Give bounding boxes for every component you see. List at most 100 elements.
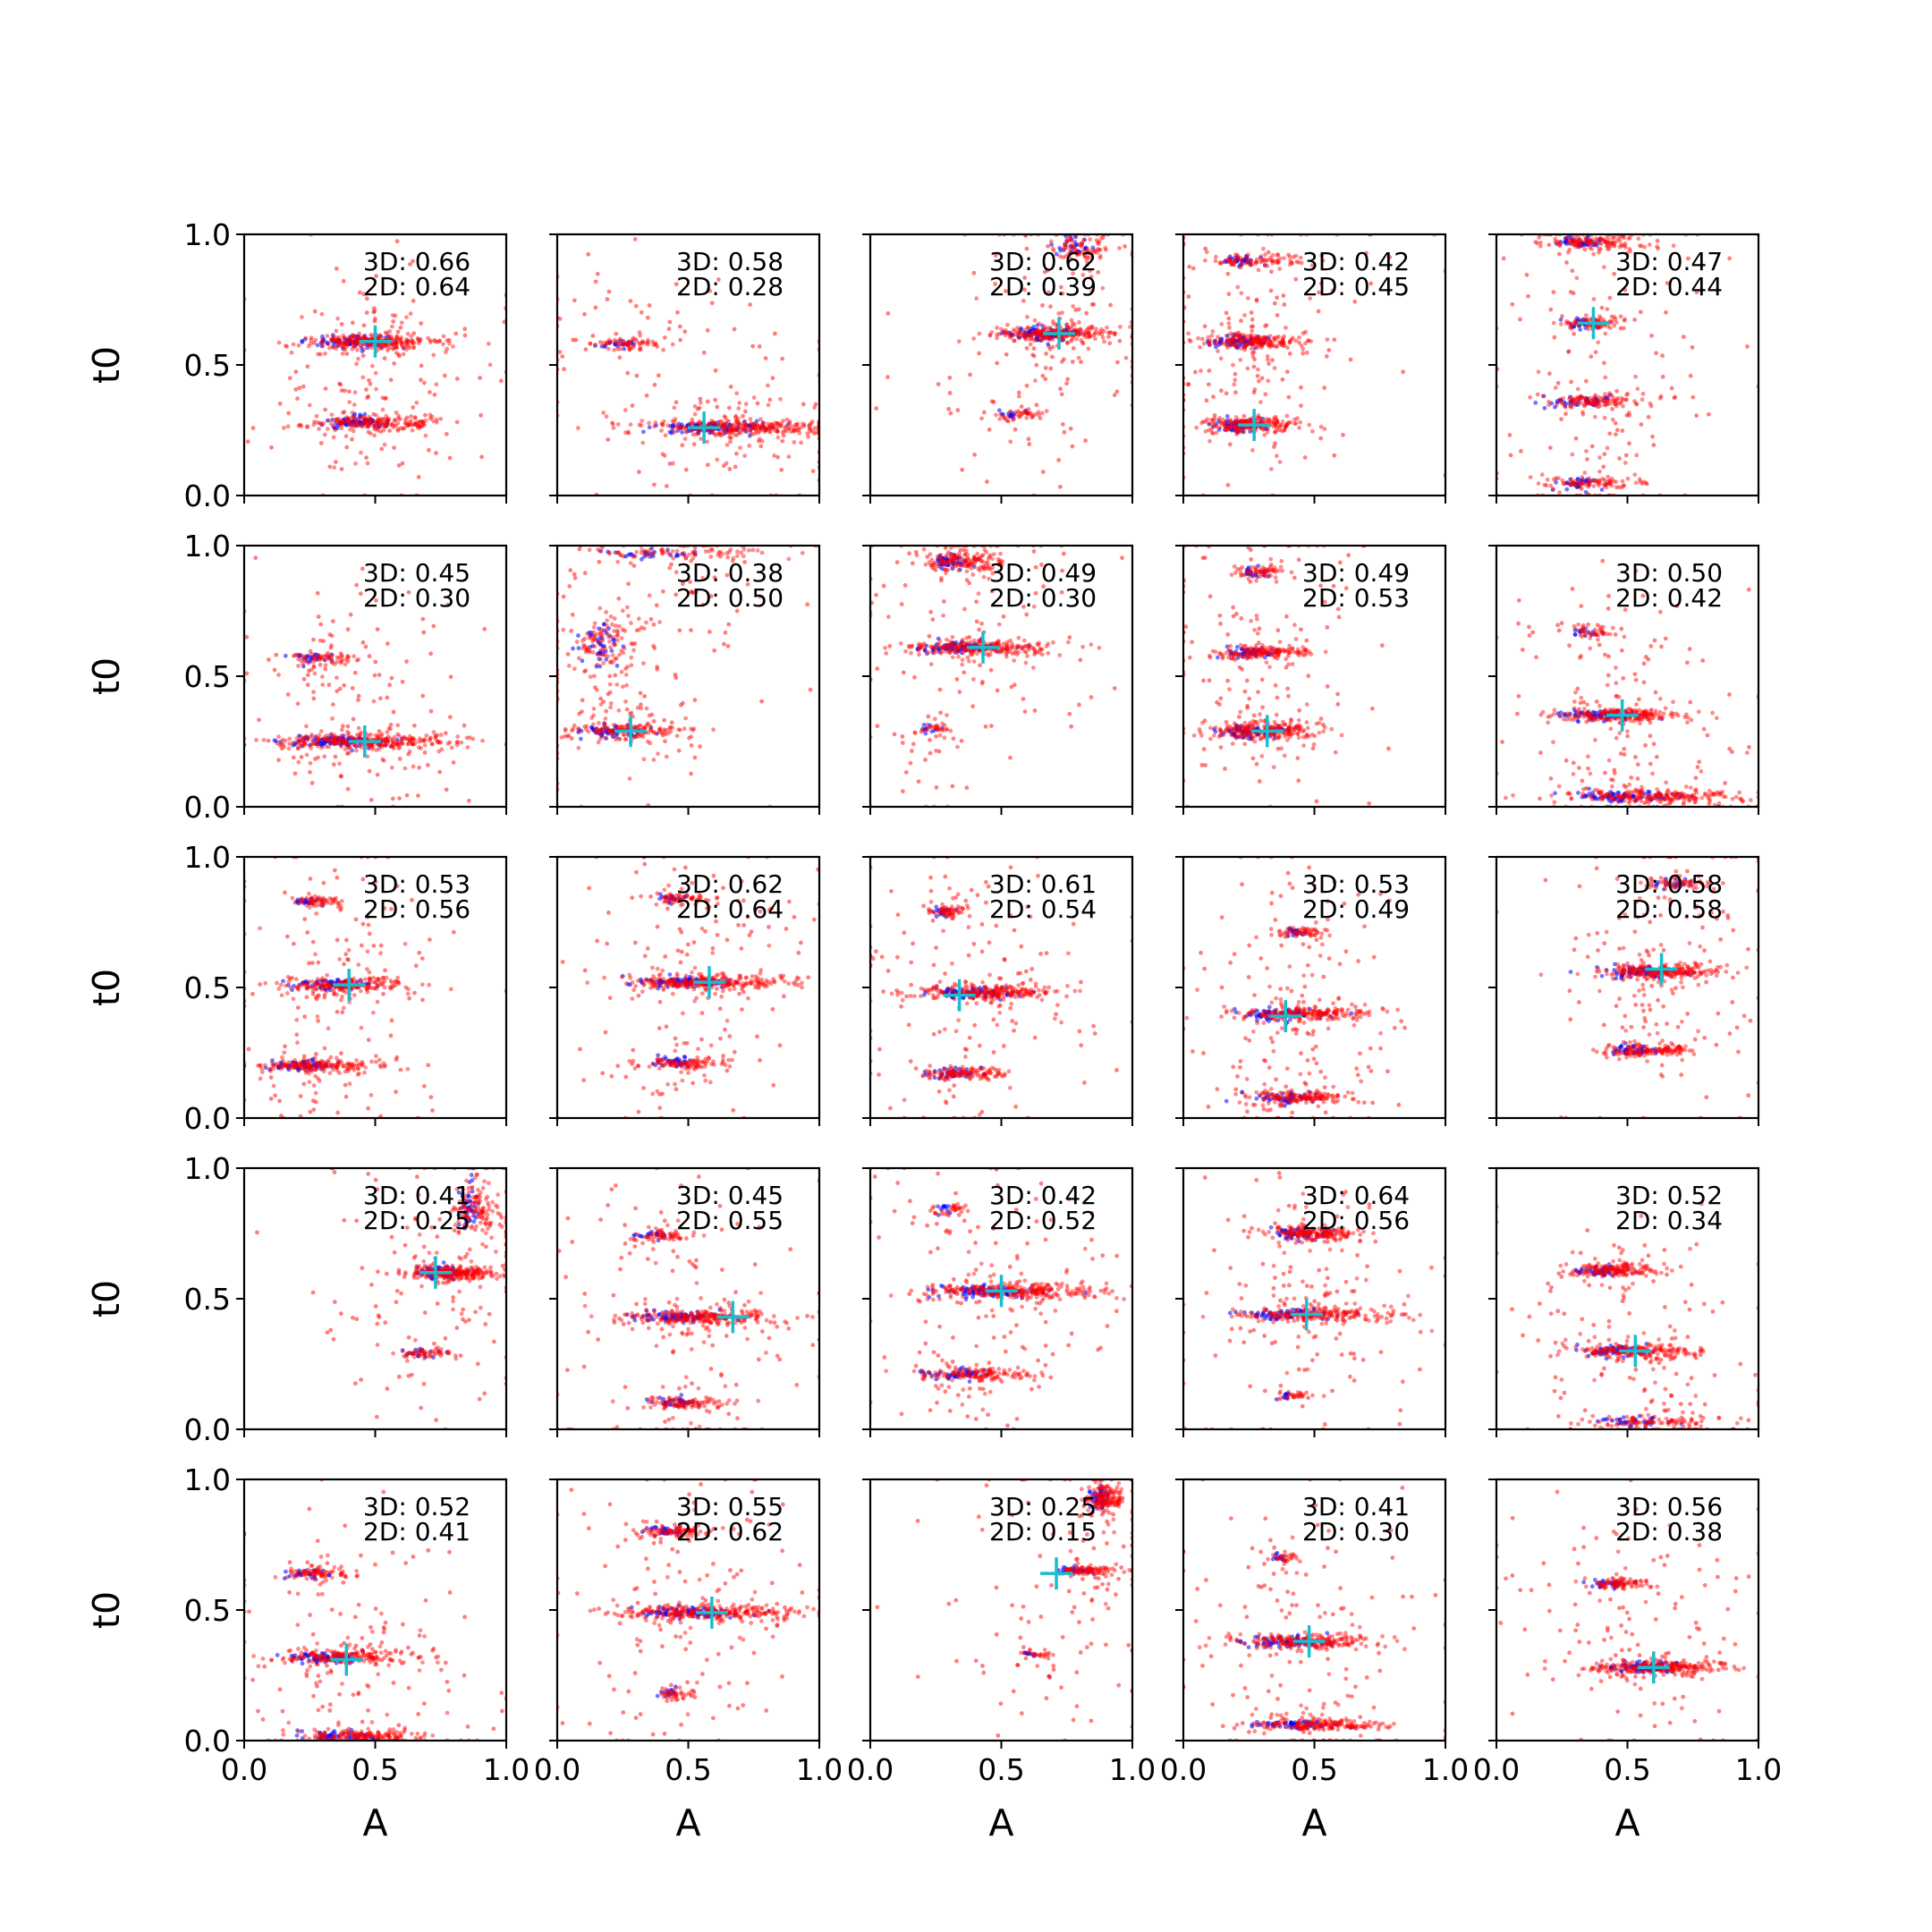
- sample-point-red: [623, 673, 629, 677]
- sample-point-red: [1282, 334, 1286, 339]
- sample-point-red: [302, 741, 308, 747]
- sample-point-red: [344, 340, 350, 344]
- sample-point-red: [304, 654, 309, 659]
- sample-point-red: [1058, 386, 1063, 392]
- sample-point-red: [752, 424, 758, 428]
- sample-point-red: [397, 744, 402, 750]
- sample-point-red: [1621, 403, 1625, 409]
- sample-point-red: [1038, 332, 1042, 337]
- sample-point-red: [1083, 438, 1088, 444]
- sample-point-red: [1608, 398, 1613, 403]
- sample-point-red: [292, 771, 298, 776]
- sample-point-red: [603, 716, 608, 721]
- sample-point-red: [1601, 395, 1606, 400]
- sample-point-red: [734, 554, 740, 558]
- sample-point-blue: [344, 742, 349, 748]
- sample-point-blue: [571, 646, 575, 651]
- sample-point-red: [1292, 417, 1297, 422]
- sample-point-red: [1575, 396, 1580, 402]
- sample-point-red: [1745, 344, 1750, 349]
- sample-point-red: [639, 423, 644, 428]
- sample-point-red: [1194, 425, 1199, 430]
- sample-point-red: [1234, 429, 1240, 435]
- sample-point-red: [637, 723, 642, 728]
- sample-point-red: [1603, 392, 1607, 396]
- sample-point-red: [376, 419, 381, 424]
- sample-point-red: [997, 417, 1003, 421]
- sample-point-red: [470, 736, 476, 741]
- sample-point-red: [344, 419, 350, 424]
- sample-point-blue: [353, 744, 358, 749]
- sample-point-red: [1258, 342, 1264, 347]
- sample-point-red: [1586, 242, 1590, 247]
- sample-point-red: [1038, 328, 1043, 334]
- sample-point-red: [646, 342, 650, 347]
- sample-point-red: [407, 749, 412, 754]
- sample-point-red: [1623, 397, 1629, 402]
- sample-point-red: [402, 734, 407, 740]
- sample-point-red: [400, 679, 405, 684]
- sample-point-red: [326, 418, 331, 423]
- sample-point-red: [1221, 421, 1226, 427]
- sample-point-red: [583, 649, 589, 655]
- sample-point-red: [814, 430, 818, 435]
- sample-point-red: [1671, 243, 1676, 249]
- sample-point-blue: [1580, 243, 1584, 248]
- sample-point-red: [714, 433, 718, 438]
- sample-point-red: [648, 616, 654, 622]
- sample-point-red: [356, 725, 361, 731]
- sample-point-red: [1604, 243, 1609, 249]
- sample-point-red: [353, 339, 359, 343]
- sample-point-red: [1625, 391, 1631, 396]
- sample-point-red: [680, 581, 685, 587]
- sample-point-red: [1022, 709, 1028, 715]
- sample-point-red: [1639, 243, 1644, 249]
- sample-point-red: [1299, 385, 1303, 390]
- sample-point-blue: [576, 646, 581, 651]
- sample-point-red: [1060, 568, 1064, 573]
- score-2d: 2D: 0.64: [363, 272, 470, 301]
- sample-point-red: [1117, 246, 1122, 250]
- sample-point-red: [1289, 337, 1294, 343]
- sample-point-blue: [1571, 401, 1576, 406]
- sample-point-red: [311, 657, 316, 661]
- sample-point-red: [1547, 445, 1553, 451]
- sample-point-red: [582, 669, 587, 674]
- sample-point-blue: [283, 653, 288, 658]
- sample-point-red: [337, 741, 343, 746]
- sample-point-red: [650, 552, 656, 556]
- sample-point-red: [1039, 562, 1044, 567]
- sample-point-red: [436, 739, 441, 744]
- sample-point-red: [312, 309, 318, 314]
- sample-point-red: [345, 341, 351, 346]
- sample-point-red: [1686, 256, 1690, 261]
- sample-point-red: [339, 653, 344, 658]
- sample-point-red: [1633, 374, 1638, 379]
- sample-point-red: [369, 732, 373, 737]
- sample-point-red: [689, 628, 693, 633]
- sample-point-red: [1080, 241, 1084, 245]
- sample-point-red: [643, 724, 648, 729]
- sample-point-red: [613, 657, 617, 662]
- sample-point-red: [337, 381, 342, 386]
- sample-point-red: [1567, 325, 1572, 330]
- sample-point-red: [1262, 335, 1267, 340]
- sample-point-red: [691, 727, 696, 733]
- sample-point-red: [434, 451, 438, 455]
- sample-point-red: [419, 424, 423, 428]
- sample-point-red: [1541, 394, 1546, 399]
- sample-point-red: [604, 708, 609, 714]
- sample-point-red: [962, 670, 967, 675]
- sample-point-red: [320, 343, 326, 349]
- sample-point-blue: [930, 650, 936, 655]
- sample-point-red: [1089, 301, 1095, 307]
- sample-point-red: [1072, 322, 1077, 327]
- sample-point-red: [1250, 337, 1256, 343]
- sample-point-red: [707, 421, 711, 427]
- sample-point-red: [1249, 334, 1253, 339]
- sample-point-red: [652, 646, 657, 650]
- sample-point-red: [1330, 288, 1335, 293]
- sample-point-blue: [607, 340, 613, 344]
- sample-point-red: [767, 427, 771, 432]
